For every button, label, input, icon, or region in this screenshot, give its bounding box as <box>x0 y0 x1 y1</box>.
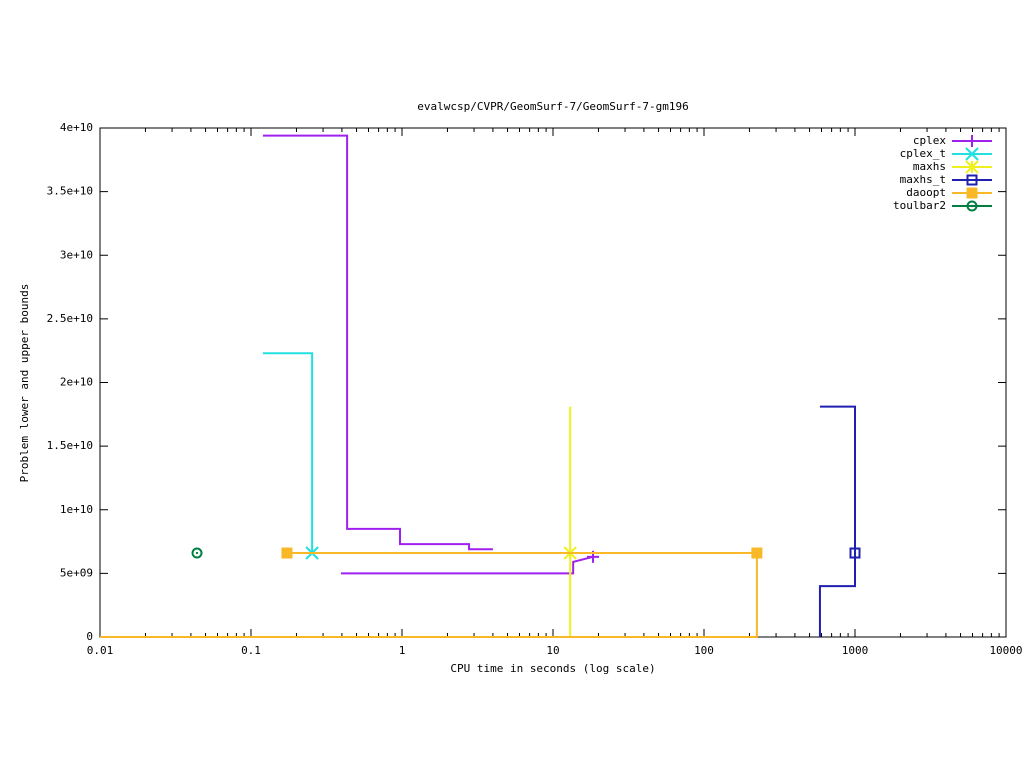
y-tick-label: 1e+10 <box>60 503 93 516</box>
plot-border <box>99 127 1007 638</box>
y-tick-label: 3e+10 <box>60 248 93 261</box>
marker <box>965 147 979 161</box>
chart-title: evalwcsp/CVPR/GeomSurf-7/GeomSurf-7-gm19… <box>417 100 689 113</box>
marker-part <box>970 204 974 208</box>
x-tick-label: 0.01 <box>87 644 114 657</box>
y-axis-label: Problem lower and upper bounds <box>18 284 31 483</box>
x-tick-label: 10 <box>546 644 559 657</box>
marker <box>849 547 861 559</box>
series-line <box>262 134 594 575</box>
marker <box>966 187 978 199</box>
marker <box>191 547 203 559</box>
marker-part <box>966 200 978 212</box>
marker-part <box>191 547 203 559</box>
y-tick-label: 3.5e+10 <box>47 185 93 198</box>
marker <box>965 160 979 174</box>
marker <box>281 547 293 559</box>
marker <box>966 200 978 212</box>
y-tick-label: 2e+10 <box>60 376 93 389</box>
series-line <box>818 405 856 637</box>
marker <box>966 135 978 147</box>
x-axis-label: CPU time in seconds (log scale) <box>450 662 655 675</box>
marker-part <box>965 160 979 174</box>
y-tick-label: 2.5e+10 <box>47 312 93 325</box>
legend-label: cplex_t <box>900 147 946 160</box>
legend-label: maxhs_t <box>900 173 946 186</box>
legend-label: daoopt <box>906 186 946 199</box>
marker-part <box>195 551 199 555</box>
x-tick-label: 10000 <box>989 644 1022 657</box>
series-line <box>100 552 758 638</box>
marker-part <box>751 547 763 559</box>
marker-part <box>965 147 979 161</box>
y-tick-label: 4e+10 <box>60 121 93 134</box>
x-tick-label: 0.1 <box>241 644 261 657</box>
y-tick-label: 1.5e+10 <box>47 439 93 452</box>
series-line <box>262 352 314 554</box>
y-tick-label: 5e+09 <box>60 566 93 579</box>
legend-label: toulbar2 <box>893 199 946 212</box>
marker <box>966 174 978 186</box>
marker-part <box>849 547 861 559</box>
y-tick-label: 0 <box>86 630 93 643</box>
x-tick-label: 100 <box>694 644 714 657</box>
x-tick-label: 1000 <box>842 644 869 657</box>
marker-part <box>281 547 293 559</box>
marker-part <box>966 174 978 186</box>
x-tick-label: 1 <box>399 644 406 657</box>
marker <box>751 547 763 559</box>
marker-part <box>966 187 978 199</box>
legend-label: maxhs <box>913 160 946 173</box>
legend-label: cplex <box>913 134 946 147</box>
